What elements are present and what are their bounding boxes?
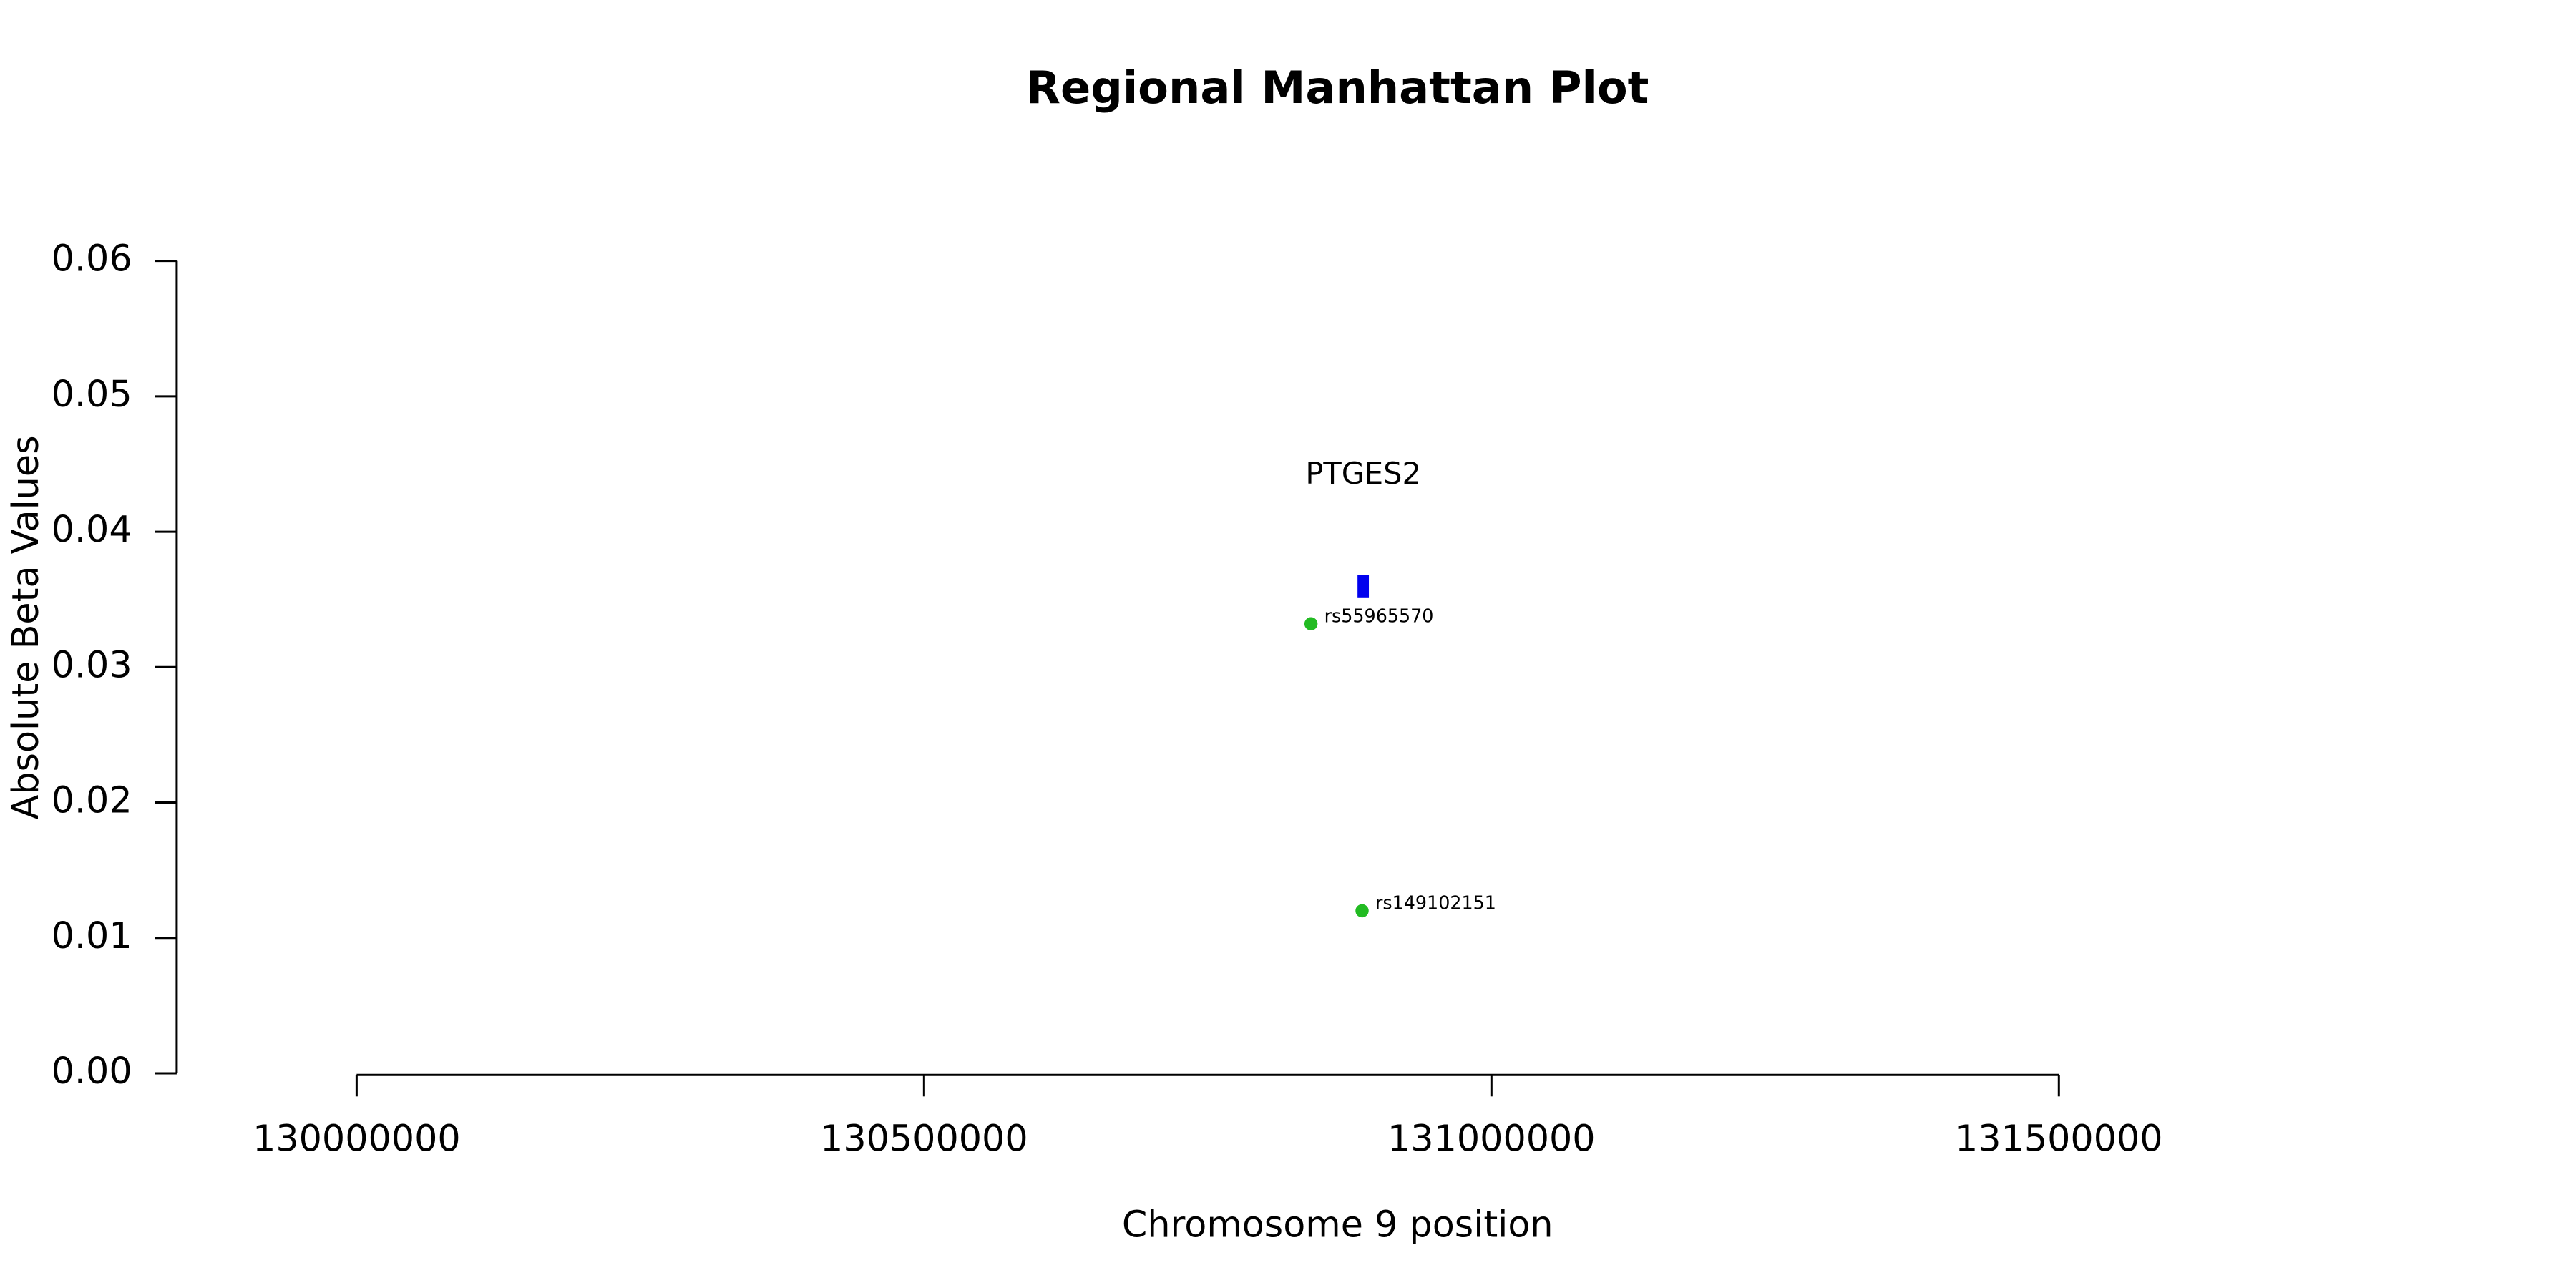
snp-point xyxy=(1304,617,1318,630)
x-axis-label: Chromosome 9 position xyxy=(1122,1204,1553,1246)
snp-label: rs55965570 xyxy=(1324,605,1434,627)
y-tick-label: 0.04 xyxy=(52,508,132,550)
y-tick-label: 0.03 xyxy=(52,643,132,686)
y-axis-label: Absolute Beta Values xyxy=(4,435,47,819)
x-tick-label: 130500000 xyxy=(820,1118,1028,1160)
chart-title: Regional Manhattan Plot xyxy=(1026,62,1649,114)
snp-label: rs149102151 xyxy=(1375,892,1496,914)
y-tick-label: 0.06 xyxy=(52,238,132,280)
x-tick-label: 130000000 xyxy=(253,1118,461,1160)
y-tick-label: 0.00 xyxy=(52,1050,132,1092)
y-tick-label: 0.01 xyxy=(52,914,132,957)
gene-label: PTGES2 xyxy=(1305,456,1421,491)
gene-block xyxy=(1357,575,1370,598)
y-tick-label: 0.05 xyxy=(52,373,132,415)
snp-point xyxy=(1355,904,1369,918)
x-tick-label: 131500000 xyxy=(1955,1118,2163,1160)
x-tick-label: 131000000 xyxy=(1387,1118,1596,1160)
y-tick-label: 0.02 xyxy=(52,779,132,821)
